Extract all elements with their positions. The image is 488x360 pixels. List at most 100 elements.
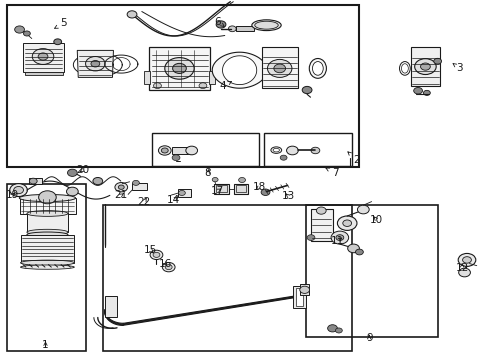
Bar [209, 71, 215, 84]
Polygon shape [20, 235, 74, 263]
Bar [293, 286, 305, 308]
Circle shape [347, 244, 359, 253]
Circle shape [238, 177, 245, 183]
Bar [144, 71, 150, 84]
Text: 1: 1 [42, 340, 49, 350]
Polygon shape [222, 56, 256, 85]
Polygon shape [20, 198, 76, 214]
Text: 19: 19 [5, 190, 19, 200]
Circle shape [66, 187, 78, 196]
Bar [264, 133, 351, 166]
Polygon shape [105, 296, 117, 317]
Bar [172, 147, 191, 154]
Circle shape [302, 86, 311, 94]
Circle shape [433, 58, 441, 64]
Ellipse shape [27, 232, 68, 238]
Circle shape [158, 146, 171, 155]
Circle shape [39, 191, 56, 204]
Bar [25, 72, 62, 75]
Text: 7: 7 [325, 168, 338, 178]
Circle shape [462, 257, 470, 263]
Circle shape [118, 185, 124, 189]
Circle shape [153, 252, 160, 257]
Circle shape [457, 253, 475, 266]
Bar [7, 5, 359, 167]
Bar [295, 288, 303, 306]
Circle shape [15, 26, 24, 33]
Text: 16: 16 [158, 258, 172, 269]
Text: 21: 21 [114, 190, 128, 200]
Text: 12: 12 [454, 263, 468, 273]
Polygon shape [77, 50, 113, 77]
Circle shape [337, 216, 356, 230]
Ellipse shape [270, 147, 281, 153]
Bar [7, 184, 85, 351]
Circle shape [172, 155, 180, 161]
Circle shape [212, 177, 218, 182]
Circle shape [32, 49, 54, 64]
Circle shape [67, 169, 77, 176]
Circle shape [280, 155, 286, 160]
Circle shape [330, 231, 348, 244]
Bar [233, 184, 248, 194]
Bar [216, 185, 226, 192]
Ellipse shape [401, 64, 407, 73]
Circle shape [355, 249, 363, 255]
Circle shape [164, 58, 194, 79]
Text: 8: 8 [204, 168, 211, 178]
Circle shape [413, 87, 422, 94]
Circle shape [161, 148, 168, 153]
Circle shape [267, 59, 291, 77]
Ellipse shape [27, 229, 68, 235]
Polygon shape [261, 47, 298, 88]
Circle shape [316, 207, 325, 214]
Bar [29, 178, 41, 184]
Circle shape [165, 265, 172, 270]
Ellipse shape [27, 211, 68, 216]
Circle shape [54, 39, 61, 45]
Circle shape [306, 235, 314, 240]
Circle shape [14, 186, 23, 194]
Circle shape [162, 262, 175, 272]
Ellipse shape [308, 58, 326, 78]
Circle shape [185, 146, 197, 155]
Bar [305, 205, 437, 337]
Text: 6: 6 [214, 17, 224, 27]
Bar [178, 189, 190, 197]
Text: 22: 22 [137, 197, 151, 207]
Polygon shape [310, 209, 332, 241]
Text: 9: 9 [365, 333, 372, 343]
Circle shape [93, 177, 102, 185]
Circle shape [342, 220, 351, 226]
Polygon shape [23, 43, 63, 72]
Circle shape [414, 59, 435, 75]
Ellipse shape [254, 21, 278, 29]
Ellipse shape [312, 62, 323, 75]
Bar [235, 185, 246, 192]
Circle shape [115, 183, 127, 192]
Bar [132, 183, 146, 190]
Bar [235, 26, 254, 31]
Circle shape [38, 53, 48, 60]
Bar [102, 205, 351, 351]
Circle shape [357, 205, 368, 214]
Text: 18: 18 [252, 182, 265, 192]
Circle shape [273, 64, 285, 73]
Bar [27, 213, 68, 232]
Bar [214, 184, 228, 194]
Circle shape [93, 54, 100, 59]
Circle shape [458, 268, 469, 277]
Text: 17: 17 [210, 186, 224, 196]
Text: 2: 2 [347, 152, 360, 165]
Circle shape [23, 31, 30, 36]
Circle shape [150, 250, 163, 260]
Polygon shape [410, 47, 439, 86]
Text: 10: 10 [369, 215, 382, 225]
Circle shape [310, 147, 319, 154]
Circle shape [10, 184, 27, 197]
Circle shape [420, 63, 429, 70]
Ellipse shape [272, 148, 279, 152]
Text: 4: 4 [219, 81, 231, 91]
Text: 20: 20 [77, 165, 89, 175]
Circle shape [286, 146, 298, 155]
